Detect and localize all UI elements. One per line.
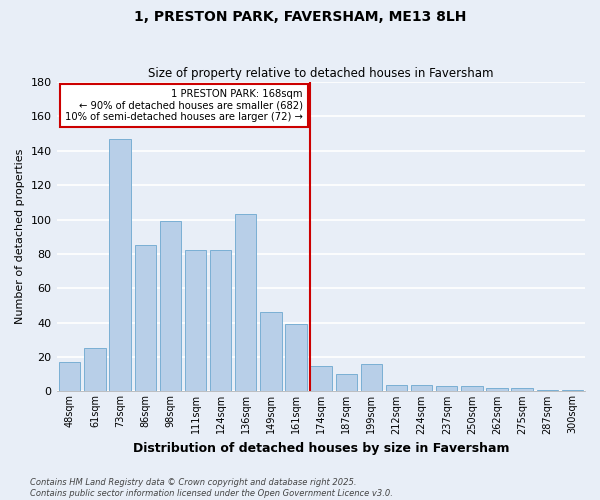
Bar (84, 348, 106, 392)
Bar (235, 214, 256, 392)
Text: 1 PRESTON PARK: 168sqm
← 90% of detached houses are smaller (682)
10% of semi-de: 1 PRESTON PARK: 168sqm ← 90% of detached… (65, 89, 303, 122)
Bar (286, 324, 307, 392)
Bar (511, 388, 533, 392)
Y-axis label: Number of detached properties: Number of detached properties (15, 149, 25, 324)
Bar (310, 366, 332, 392)
Bar (335, 374, 357, 392)
Text: Contains HM Land Registry data © Crown copyright and database right 2025.
Contai: Contains HM Land Registry data © Crown c… (30, 478, 393, 498)
Title: Size of property relative to detached houses in Faversham: Size of property relative to detached ho… (148, 66, 494, 80)
Bar (536, 390, 558, 392)
Bar (411, 384, 433, 392)
Bar (361, 364, 382, 392)
X-axis label: Distribution of detached houses by size in Faversham: Distribution of detached houses by size … (133, 442, 509, 455)
Text: 1, PRESTON PARK, FAVERSHAM, ME13 8LH: 1, PRESTON PARK, FAVERSHAM, ME13 8LH (134, 10, 466, 24)
Bar (109, 139, 131, 392)
Bar (260, 312, 281, 392)
Bar (134, 246, 156, 392)
Bar (386, 384, 407, 392)
Bar (185, 250, 206, 392)
Bar (160, 222, 181, 392)
Bar (461, 386, 482, 392)
Bar (562, 390, 583, 392)
Bar (59, 362, 80, 392)
Bar (210, 250, 231, 392)
Bar (436, 386, 457, 392)
Bar (487, 388, 508, 392)
